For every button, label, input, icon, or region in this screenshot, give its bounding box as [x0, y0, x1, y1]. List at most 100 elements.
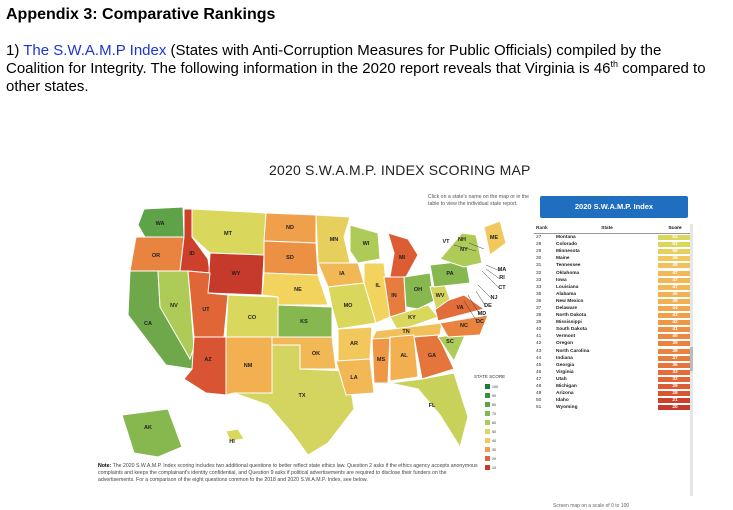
- state-label-fl[interactable]: FL: [429, 403, 436, 409]
- table-row[interactable]: 51 Wyoming 20: [534, 404, 692, 411]
- state-label-ny[interactable]: NY: [460, 247, 468, 253]
- state-label-ar[interactable]: AR: [350, 341, 358, 347]
- state-mo[interactable]: [327, 282, 377, 330]
- state-cell[interactable]: Mississippi: [556, 320, 582, 326]
- state-cell[interactable]: Montana: [556, 235, 576, 241]
- state-label-nv[interactable]: NV: [170, 303, 178, 309]
- state-label-dc[interactable]: DC: [476, 319, 484, 325]
- state-cell[interactable]: Virginia: [556, 369, 574, 375]
- state-oh[interactable]: [403, 272, 435, 310]
- state-cell[interactable]: Maine: [556, 256, 570, 262]
- state-cell[interactable]: Oregon: [556, 341, 574, 347]
- state-label-ga[interactable]: GA: [428, 353, 436, 359]
- table-row[interactable]: 49 Arizona 28: [534, 390, 692, 397]
- state-label-me[interactable]: ME: [490, 235, 499, 241]
- state-label-ne[interactable]: NE: [294, 287, 302, 293]
- state-me[interactable]: [483, 220, 507, 256]
- state-label-wi[interactable]: WI: [363, 241, 370, 247]
- table-row[interactable]: 30 Maine 49: [534, 255, 692, 262]
- state-cell[interactable]: South Dakota: [556, 327, 587, 333]
- table-row[interactable]: 40 South Dakota 41: [534, 326, 692, 333]
- state-label-sc[interactable]: SC: [446, 339, 454, 345]
- table-row[interactable]: 32 Oklahoma 47: [534, 269, 692, 276]
- state-cell[interactable]: Minnesota: [556, 249, 580, 255]
- state-label-wy[interactable]: WY: [232, 271, 241, 277]
- table-row[interactable]: 37 Delaware 44: [534, 305, 692, 312]
- state-label-ak[interactable]: AK: [144, 425, 152, 431]
- state-cell[interactable]: Delaware: [556, 305, 578, 311]
- state-label-tx[interactable]: TX: [298, 393, 305, 399]
- state-mn[interactable]: [315, 214, 351, 264]
- table-row[interactable]: 45 Georgia 36: [534, 362, 692, 369]
- table-row[interactable]: 46 Virginia 33: [534, 369, 692, 376]
- state-label-wv[interactable]: WV: [436, 293, 445, 299]
- state-cell[interactable]: Colorado: [556, 242, 578, 248]
- state-cell[interactable]: Indiana: [556, 355, 573, 361]
- state-label-oh[interactable]: OH: [414, 287, 422, 293]
- state-cell[interactable]: New Mexico: [556, 298, 584, 304]
- state-label-il[interactable]: IL: [376, 283, 382, 289]
- state-ak[interactable]: [121, 408, 183, 458]
- state-label-az[interactable]: AZ: [204, 357, 212, 363]
- state-label-sd[interactable]: SD: [286, 255, 294, 261]
- state-nc[interactable]: [439, 314, 489, 338]
- state-label-ks[interactable]: KS: [300, 319, 308, 325]
- state-cell[interactable]: North Dakota: [556, 313, 587, 319]
- table-row[interactable]: 33 Louisiana 47: [534, 284, 692, 291]
- table-row[interactable]: 50 Idaho 21: [534, 397, 692, 404]
- state-label-ca[interactable]: CA: [144, 321, 152, 327]
- state-ny[interactable]: [439, 232, 483, 268]
- state-label-co[interactable]: CO: [248, 315, 257, 321]
- table-row[interactable]: 43 North Carolina 39: [534, 348, 692, 355]
- state-label-wa[interactable]: WA: [156, 221, 165, 227]
- table-row[interactable]: 41 Vermont 40: [534, 333, 692, 340]
- table-row[interactable]: 38 North Dakota 43: [534, 312, 692, 319]
- state-cell[interactable]: Vermont: [556, 334, 576, 340]
- state-cell[interactable]: Alabama: [556, 291, 576, 297]
- state-cell[interactable]: Michigan: [556, 384, 577, 390]
- state-label-va[interactable]: VA: [456, 305, 463, 311]
- state-label-ky[interactable]: KY: [408, 315, 416, 321]
- table-row[interactable]: 28 Colorado 51: [534, 241, 692, 248]
- table-row[interactable]: 39 Mississippi 42: [534, 319, 692, 326]
- state-cell[interactable]: Wyoming: [556, 405, 578, 411]
- state-label-mi[interactable]: MI: [399, 255, 406, 261]
- state-label-nm[interactable]: NM: [244, 363, 253, 369]
- state-label-in[interactable]: IN: [391, 293, 397, 299]
- state-label-la[interactable]: LA: [350, 375, 357, 381]
- table-row[interactable]: 47 Utah 32: [534, 376, 692, 383]
- state-label-pa[interactable]: PA: [446, 271, 453, 277]
- state-cell[interactable]: North Carolina: [556, 348, 590, 354]
- state-label-ok[interactable]: OK: [312, 351, 320, 357]
- state-label-or[interactable]: OR: [152, 253, 160, 259]
- state-label-mn[interactable]: MN: [330, 237, 339, 243]
- state-tn[interactable]: [371, 322, 443, 340]
- state-cell[interactable]: Georgia: [556, 362, 575, 368]
- state-cell[interactable]: Idaho: [556, 398, 569, 404]
- us-map[interactable]: WA OR CA NV ID MT WY UT AZ CO NM ND SD NE KS OK TX MN IA MO…: [88, 147, 696, 510]
- state-al[interactable]: [389, 334, 419, 382]
- table-row[interactable]: 36 New Mexico 46: [534, 298, 692, 305]
- state-label-de[interactable]: DE: [484, 303, 492, 309]
- state-label-nj[interactable]: NJ: [490, 295, 497, 301]
- state-label-ia[interactable]: IA: [339, 271, 345, 277]
- table-row[interactable]: 33 Iowa 47: [534, 277, 692, 284]
- state-cell[interactable]: Oklahoma: [556, 270, 580, 276]
- table-row[interactable]: 29 Minnesota 50: [534, 248, 692, 255]
- table-row[interactable]: 35 Alabama 46: [534, 291, 692, 298]
- state-cell[interactable]: Tennessee: [556, 263, 581, 269]
- state-label-ct[interactable]: CT: [498, 285, 506, 291]
- state-cell[interactable]: Iowa: [556, 277, 567, 283]
- state-label-tn[interactable]: TN: [402, 329, 409, 335]
- table-row[interactable]: 31 Tennessee 48: [534, 262, 692, 269]
- state-cell[interactable]: Louisiana: [556, 284, 579, 290]
- table-row[interactable]: 27 Montana 53: [534, 234, 692, 241]
- state-label-al[interactable]: AL: [400, 353, 408, 359]
- table-scroll-thumb[interactable]: [690, 347, 693, 371]
- state-wi[interactable]: [349, 224, 381, 264]
- state-label-ma[interactable]: MA: [498, 267, 507, 273]
- state-label-mo[interactable]: MO: [344, 303, 354, 309]
- state-fl[interactable]: [389, 372, 469, 449]
- state-cell[interactable]: Arizona: [556, 391, 574, 397]
- state-label-md[interactable]: MD: [478, 311, 487, 317]
